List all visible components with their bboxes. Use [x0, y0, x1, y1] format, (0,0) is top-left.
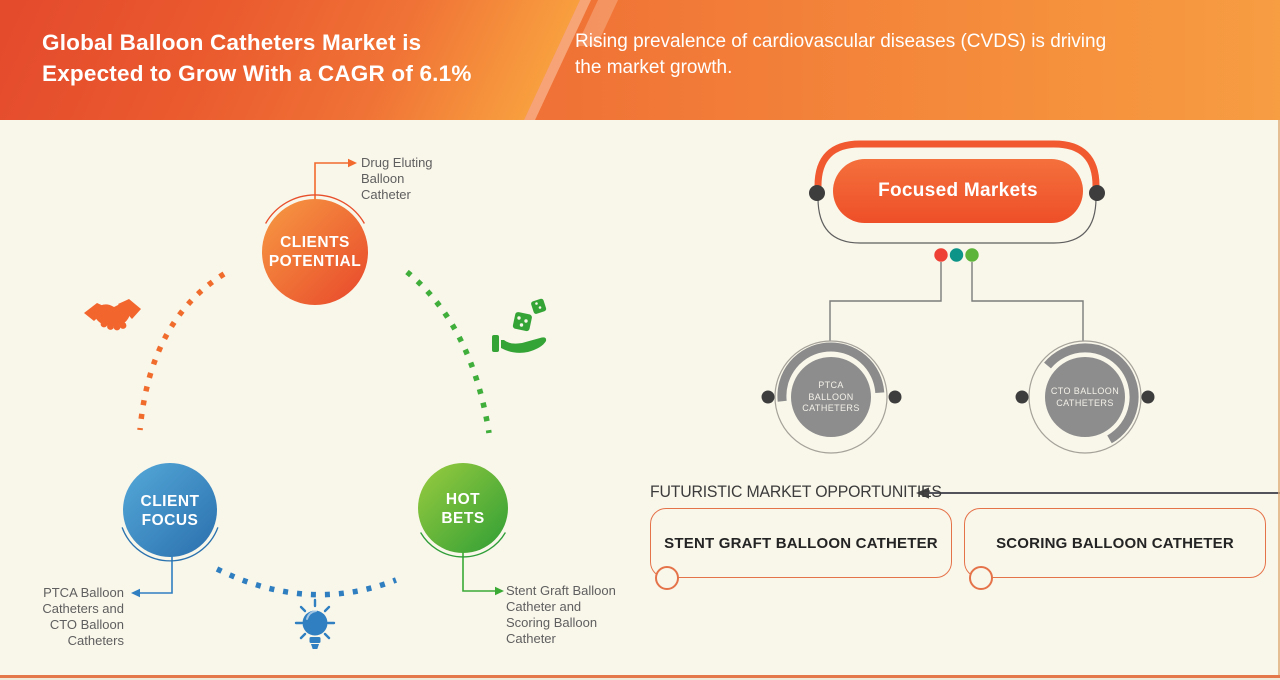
crescent-hot-bets [420, 532, 506, 558]
box-corner-circle [969, 566, 993, 590]
pill-right-dot [1089, 185, 1105, 201]
annotation-hot-bets: Stent Graft Balloon Catheter and Scoring… [506, 583, 616, 646]
focused-markets-pill: Focused Markets [833, 159, 1083, 223]
opportunity-label: SCORING BALLOON CATHETER [996, 534, 1234, 552]
legend-dot-red [933, 247, 949, 263]
tree-connector-left [829, 262, 942, 341]
focused-markets-title: Focused Markets [878, 180, 1038, 201]
page-subtitle: Rising prevalence of cardiovascular dise… [575, 31, 1107, 78]
connector-client-focus [140, 556, 173, 594]
header-banner: Global Balloon Catheters Market is Expec… [0, 0, 1280, 120]
opportunities-heading: FUTURISTIC MARKET OPPORTUNITIES [650, 483, 942, 501]
node-dot [888, 390, 902, 404]
bottom-border-under [0, 678, 1280, 680]
node-dot [1015, 390, 1029, 404]
opportunity-label: STENT GRAFT BALLOON CATHETER [664, 534, 938, 552]
legend-dot-green [964, 247, 980, 263]
label-client-focus: CLIENT FOCUS [140, 493, 200, 529]
arrowhead-hot-bets [495, 586, 504, 596]
label-clients-potential: CLIENTS POTENTIAL [268, 234, 362, 270]
page-title: Global Balloon Catheters Market is Expec… [42, 30, 472, 86]
node-dot [1141, 390, 1155, 404]
tree-connector-right [971, 262, 1084, 341]
node-label-cto: CTO BALLOON CATHETERS [1050, 386, 1120, 408]
bottom-border-line [0, 675, 1280, 678]
lightbulb-icon [294, 598, 336, 649]
handshake-icon [84, 299, 141, 331]
node-label-ptca: PTCA BALLOON CATHETERS [802, 380, 860, 413]
arrowhead-client-focus [131, 588, 140, 598]
box-corner-circle [655, 566, 679, 590]
dice-hand-icon [492, 298, 547, 353]
opportunity-box-scoring: SCORING BALLOON CATHETER [964, 508, 1266, 578]
crescent-clients-potential [265, 194, 365, 224]
dotted-arc-orange [137, 271, 226, 431]
connector-hot-bets [462, 552, 495, 592]
node-dot [761, 390, 775, 404]
connector-clients-potential [314, 162, 348, 200]
annotation-client-focus: PTCA Balloon Catheters and CTO Balloon C… [42, 585, 124, 648]
dotted-arc-blue [215, 566, 397, 598]
pill-left-dot [809, 185, 825, 201]
dotted-arc-green [405, 269, 492, 434]
annotation-clients-potential: Drug Eluting Balloon Catheter [361, 155, 433, 202]
label-hot-bets: HOT BETS [441, 491, 485, 527]
legend-dot-teal [948, 247, 965, 263]
right-edge-line [1278, 120, 1280, 676]
crescent-client-focus [121, 527, 219, 562]
arrowhead-clients-potential [348, 158, 357, 168]
opportunity-box-stent-graft: STENT GRAFT BALLOON CATHETER [650, 508, 952, 578]
